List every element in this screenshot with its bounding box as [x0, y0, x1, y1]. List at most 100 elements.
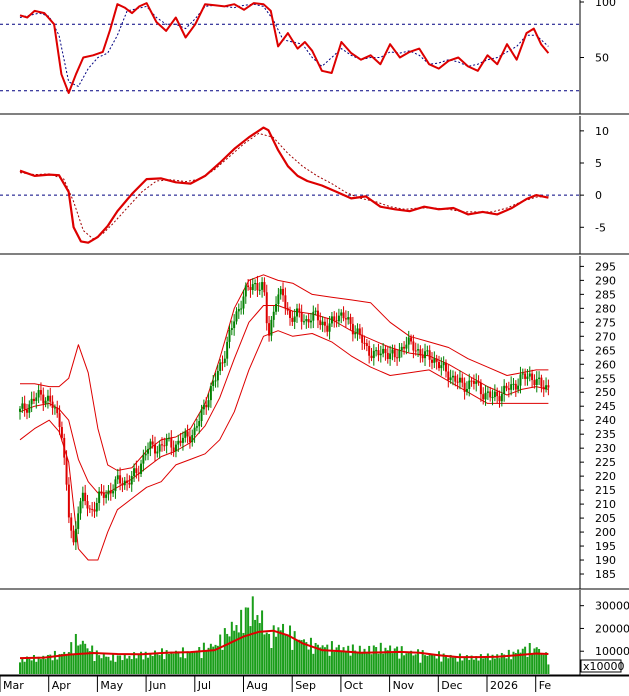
price-candle-down: [88, 508, 91, 510]
price-candle-down: [447, 371, 450, 381]
price-candle-up: [235, 311, 238, 322]
volume-bar: [284, 634, 287, 674]
price-candle-down: [58, 413, 61, 428]
volume-bar: [314, 642, 317, 674]
volume-bar: [484, 657, 487, 674]
volume-bar: [86, 648, 89, 674]
price-candle-down: [461, 377, 464, 383]
volume-bar: [240, 609, 243, 674]
price-tick-label: 235: [595, 428, 616, 441]
volume-bar: [477, 660, 480, 674]
price-candle-up: [207, 400, 210, 408]
volume-bar: [102, 653, 105, 674]
price-candle-down: [472, 380, 475, 384]
volume-bar: [379, 642, 382, 674]
price-candle-up: [251, 284, 254, 291]
volume-bar: [184, 658, 187, 674]
price-candle-down: [93, 509, 96, 512]
volume-bar: [451, 657, 454, 674]
volume-bar: [28, 658, 31, 674]
price-candle-down: [386, 352, 389, 360]
volume-bar: [128, 655, 131, 674]
price-candle-down: [514, 383, 517, 390]
volume-bar: [130, 659, 133, 674]
price-candle-down: [437, 361, 440, 369]
price-candle-up: [328, 323, 331, 332]
price-candle-up: [458, 377, 461, 383]
price-candle-down: [65, 457, 68, 485]
price-candle-down: [477, 381, 480, 383]
volume-bar: [123, 654, 126, 674]
volume-bar: [514, 652, 517, 674]
price-candle-down: [121, 483, 124, 486]
price-candle-up: [79, 501, 82, 514]
volume-bar: [349, 655, 352, 674]
volume-bar: [437, 651, 440, 674]
price-candle-down: [84, 492, 87, 502]
volume-bar: [226, 633, 229, 674]
price-candle-down: [72, 530, 75, 543]
price-candle-down: [265, 292, 268, 324]
price-candle-down: [414, 350, 417, 352]
volume-bar: [435, 658, 438, 674]
price-candle-up: [379, 353, 382, 356]
price-candle-up: [356, 328, 359, 333]
volume-tick-label: 20000: [595, 622, 629, 635]
volume-bar: [63, 651, 66, 674]
price-candle-up: [302, 321, 305, 323]
price-candle-down: [496, 391, 499, 397]
price-candle-up: [330, 316, 333, 324]
price-candle-down: [39, 390, 42, 395]
volume-bar: [447, 658, 450, 674]
price-candle-down: [307, 319, 310, 323]
price-candle-down: [363, 342, 366, 344]
price-candle-down: [333, 316, 336, 321]
volume-bar: [489, 660, 492, 674]
x-axis-month-label: May: [100, 679, 123, 692]
oscillator-mid-tick-label: -5: [595, 221, 606, 234]
volume-bar: [407, 652, 410, 674]
price-candle-down: [507, 388, 510, 390]
oscillator-top-tick-label: 100: [595, 0, 616, 9]
price-candle-up: [449, 377, 452, 381]
volume-bar: [100, 658, 103, 674]
x-axis-month-label: Nov: [393, 679, 415, 692]
price-candle-up: [512, 383, 515, 385]
volume-bar: [396, 646, 399, 674]
volume-bar: [309, 637, 312, 674]
price-candle-up: [526, 376, 529, 379]
x-axis-month-label: Sep: [295, 679, 316, 692]
volume-average-line: [19, 629, 549, 660]
price-candle-up: [503, 385, 506, 395]
price-candle-down: [49, 395, 52, 402]
price-candle-down: [70, 517, 73, 531]
volume-bar: [412, 655, 415, 674]
price-candle-up: [244, 285, 247, 297]
volume-bar: [147, 657, 150, 674]
volume-bar: [372, 645, 375, 674]
price-tick-label: 265: [595, 344, 616, 357]
price-candle-up: [114, 479, 117, 492]
volume-bar: [272, 625, 275, 674]
volume-bar: [298, 639, 301, 674]
volume-bar: [193, 651, 196, 674]
volume-bar: [77, 645, 80, 674]
volume-bar: [470, 655, 473, 674]
volume-bar: [181, 647, 184, 674]
volume-bar: [179, 657, 182, 674]
price-candle-up: [200, 409, 203, 421]
volume-bar: [370, 654, 373, 674]
price-candle-up: [293, 316, 296, 322]
price-tick-label: 215: [595, 484, 616, 497]
price-candle-down: [137, 472, 140, 474]
volume-bar: [300, 640, 303, 674]
volume-bar: [330, 641, 333, 674]
volume-bar: [163, 659, 166, 674]
volume-bar: [326, 644, 329, 674]
price-candle-up: [202, 404, 205, 410]
price-band-upper: [20, 274, 549, 471]
x-axis-month-label: Fe: [539, 679, 552, 692]
price-candle-up: [214, 380, 217, 382]
price-candle-up: [375, 350, 378, 352]
price-candle-up: [193, 427, 196, 436]
